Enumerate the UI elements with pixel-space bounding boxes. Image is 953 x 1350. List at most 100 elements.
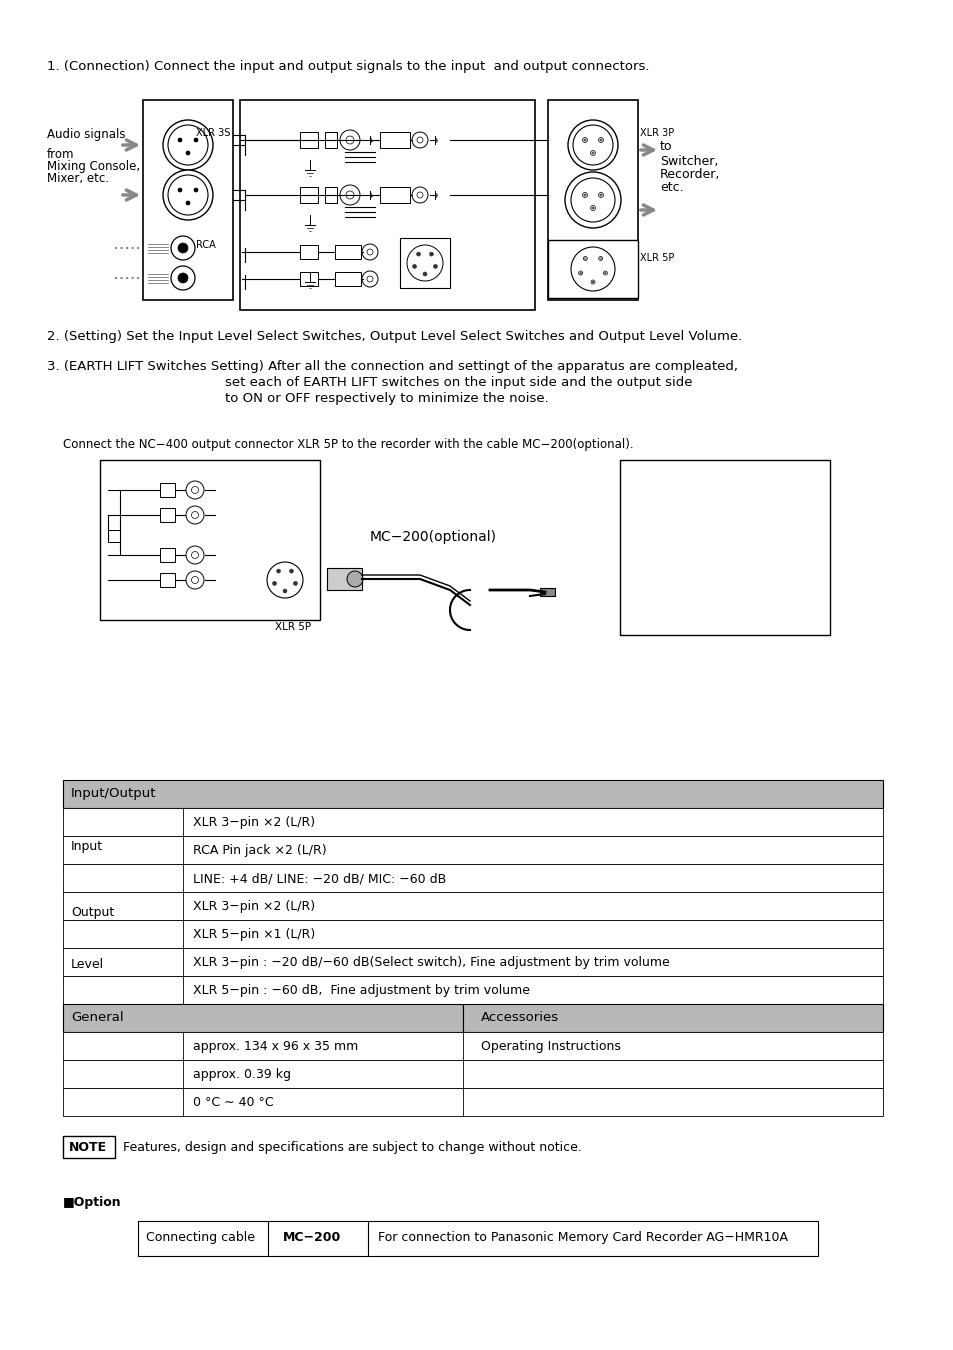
Text: 2. (Setting) Set the Input Level Select Switches, Output Level Select Switches a: 2. (Setting) Set the Input Level Select … — [47, 329, 741, 343]
Bar — [240, 100, 535, 311]
Circle shape — [276, 570, 280, 574]
Circle shape — [339, 130, 359, 150]
Text: XLR 3−pin : −20 dB/−60 dB(Select switch), Fine adjustment by trim volume: XLR 3−pin : −20 dB/−60 dB(Select switch)… — [193, 956, 669, 969]
Circle shape — [422, 271, 427, 275]
Circle shape — [361, 271, 377, 288]
Text: XLR 3−pin ×2 (L/R): XLR 3−pin ×2 (L/R) — [193, 815, 314, 829]
Bar — [63, 1135, 115, 1158]
Bar — [63, 948, 882, 976]
Circle shape — [582, 256, 587, 261]
Circle shape — [347, 571, 363, 587]
Circle shape — [163, 120, 213, 170]
Bar — [325, 132, 336, 148]
Bar — [160, 548, 174, 562]
Bar — [379, 132, 410, 148]
Text: RCA Pin jack ×2 (L/R): RCA Pin jack ×2 (L/R) — [193, 844, 326, 857]
Text: XLR 3S: XLR 3S — [195, 128, 230, 138]
Bar — [63, 976, 882, 1004]
Bar — [63, 1004, 462, 1031]
Text: Switcher,: Switcher, — [659, 155, 718, 167]
Circle shape — [416, 192, 422, 198]
Circle shape — [573, 126, 613, 165]
Circle shape — [186, 201, 190, 205]
Text: Mixer, etc.: Mixer, etc. — [47, 171, 109, 185]
Bar — [63, 780, 882, 809]
Circle shape — [571, 178, 615, 221]
Circle shape — [163, 170, 213, 220]
Text: Connect the NC−400 output connector XLR 5P to the recorder with the cable MC−200: Connect the NC−400 output connector XLR … — [63, 437, 633, 451]
Circle shape — [416, 136, 422, 143]
Text: Output: Output — [71, 906, 114, 919]
Circle shape — [267, 562, 303, 598]
Bar — [299, 244, 317, 259]
Circle shape — [598, 138, 603, 143]
Bar — [160, 572, 174, 587]
Text: XLR 3−pin ×2 (L/R): XLR 3−pin ×2 (L/R) — [193, 900, 314, 913]
Bar — [160, 483, 174, 497]
Circle shape — [567, 120, 618, 170]
Circle shape — [192, 486, 198, 494]
Bar — [108, 531, 120, 541]
Bar — [619, 460, 829, 634]
Bar — [299, 188, 317, 202]
Bar — [547, 240, 638, 298]
Circle shape — [412, 132, 428, 148]
Text: Connecting cable: Connecting cable — [146, 1231, 254, 1243]
Bar — [335, 271, 360, 286]
Circle shape — [193, 138, 198, 142]
Circle shape — [346, 136, 354, 144]
Bar — [160, 508, 174, 522]
Bar — [63, 892, 882, 919]
Circle shape — [578, 271, 582, 275]
Text: For connection to Panasonic Memory Card Recorder AG−HMR10A: For connection to Panasonic Memory Card … — [377, 1231, 787, 1243]
Text: to ON or OFF respectively to minimize the noise.: to ON or OFF respectively to minimize th… — [225, 392, 548, 405]
Bar — [399, 238, 450, 288]
Text: approx. 0.39 kg: approx. 0.39 kg — [193, 1068, 291, 1081]
Bar — [379, 188, 410, 202]
Bar — [63, 809, 882, 836]
Circle shape — [178, 273, 188, 284]
Text: XLR 5P: XLR 5P — [639, 252, 674, 263]
Circle shape — [590, 150, 595, 155]
Bar — [462, 1004, 882, 1031]
Circle shape — [171, 266, 194, 290]
Bar — [335, 244, 360, 259]
Text: MC−200: MC−200 — [283, 1231, 341, 1243]
Bar — [63, 1031, 882, 1060]
Bar — [325, 188, 336, 202]
Text: Mixing Console,: Mixing Console, — [47, 161, 140, 173]
Text: ■Option: ■Option — [63, 1196, 121, 1210]
Circle shape — [289, 570, 294, 574]
Circle shape — [283, 589, 287, 593]
Bar — [63, 836, 882, 864]
Circle shape — [186, 545, 204, 564]
Text: from: from — [47, 148, 74, 161]
Circle shape — [192, 576, 198, 583]
Text: Operating Instructions: Operating Instructions — [480, 1040, 620, 1053]
Text: MC−200(optional): MC−200(optional) — [370, 531, 497, 544]
Circle shape — [273, 582, 276, 586]
Circle shape — [590, 279, 595, 284]
Circle shape — [178, 243, 188, 252]
Circle shape — [346, 190, 354, 198]
Bar — [63, 1060, 882, 1088]
Circle shape — [598, 193, 603, 197]
Circle shape — [564, 171, 620, 228]
Text: NOTE: NOTE — [69, 1141, 107, 1154]
Circle shape — [367, 248, 373, 255]
Bar — [327, 568, 361, 590]
Text: 0 °C ∼ 40 °C: 0 °C ∼ 40 °C — [193, 1096, 274, 1108]
Circle shape — [168, 126, 208, 165]
Text: Input: Input — [71, 840, 103, 853]
Text: to: to — [659, 140, 672, 153]
Circle shape — [433, 265, 437, 269]
Bar — [299, 271, 317, 286]
Circle shape — [598, 256, 602, 261]
Circle shape — [186, 151, 190, 155]
Bar — [143, 100, 233, 300]
Circle shape — [339, 185, 359, 205]
Circle shape — [171, 236, 194, 261]
Text: XLR 5−pin : −60 dB,  Fine adjustment by trim volume: XLR 5−pin : −60 dB, Fine adjustment by t… — [193, 984, 530, 998]
Circle shape — [178, 138, 182, 142]
Circle shape — [412, 188, 428, 202]
